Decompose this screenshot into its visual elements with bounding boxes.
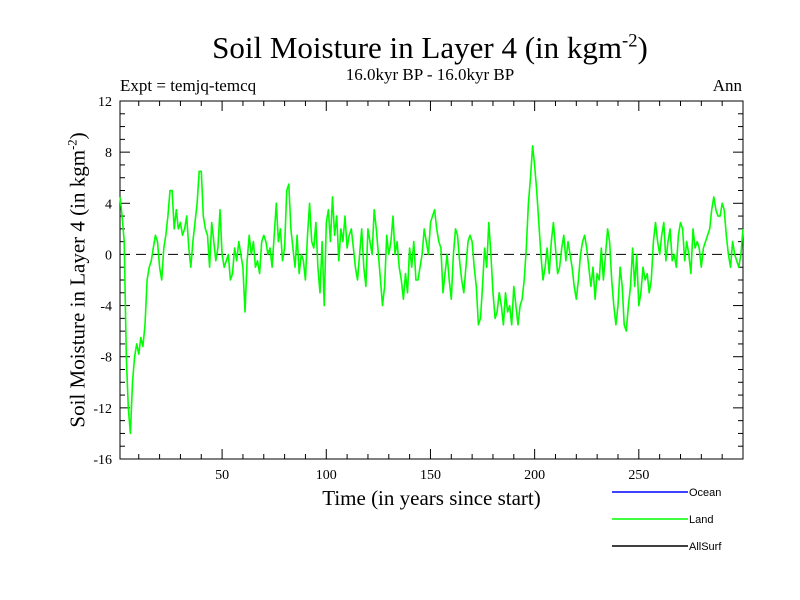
legend-label-land: Land [689, 514, 713, 526]
experiment-label: Expt = temjq-temcq [120, 76, 257, 95]
y-tick-label: -4 [100, 300, 112, 315]
chart-title-text: Soil Moisture in Layer 4 (in kgm [212, 30, 622, 65]
legend: Ocean Land AllSurf [612, 487, 722, 553]
x-tick-label: 100 [316, 468, 337, 483]
x-tick-label: 150 [420, 468, 441, 483]
series-lines [119, 145, 744, 435]
chart-title: Soil Moisture in Layer 4 (in kgm-2) [0, 30, 800, 66]
y-tick-label: 4 [105, 197, 112, 212]
chart-subtitle: 16.0kyr BP - 16.0kyr BP [345, 65, 515, 84]
y-tick-label: 8 [105, 146, 112, 161]
legend-label-allsurf: AllSurf [689, 541, 722, 553]
y-tick-label: 0 [105, 248, 112, 263]
season-label: Ann [712, 76, 742, 95]
x-tick-label: 50 [215, 468, 229, 483]
y-tick-label: -8 [100, 351, 112, 366]
plot-frame [119, 100, 744, 460]
axis-ticks [120, 100, 743, 460]
y-tick-label: -16 [93, 453, 112, 468]
x-tick-label: 250 [628, 468, 649, 483]
axis-tick-labels: 50 100 150 200 250 12 8 4 0 -4 -8 -12 -16 [93, 95, 649, 483]
y-tick-label: -12 [93, 402, 112, 417]
chart-title-superscript: -2 [622, 30, 638, 52]
x-tick-label: 200 [524, 468, 545, 483]
legend-label-ocean: Ocean [689, 487, 721, 499]
chart-title-end: ) [637, 30, 648, 65]
series-line-land [119, 145, 744, 435]
x-axis-label: Time (in years since start) [322, 486, 541, 510]
y-tick-label: 12 [98, 95, 112, 110]
